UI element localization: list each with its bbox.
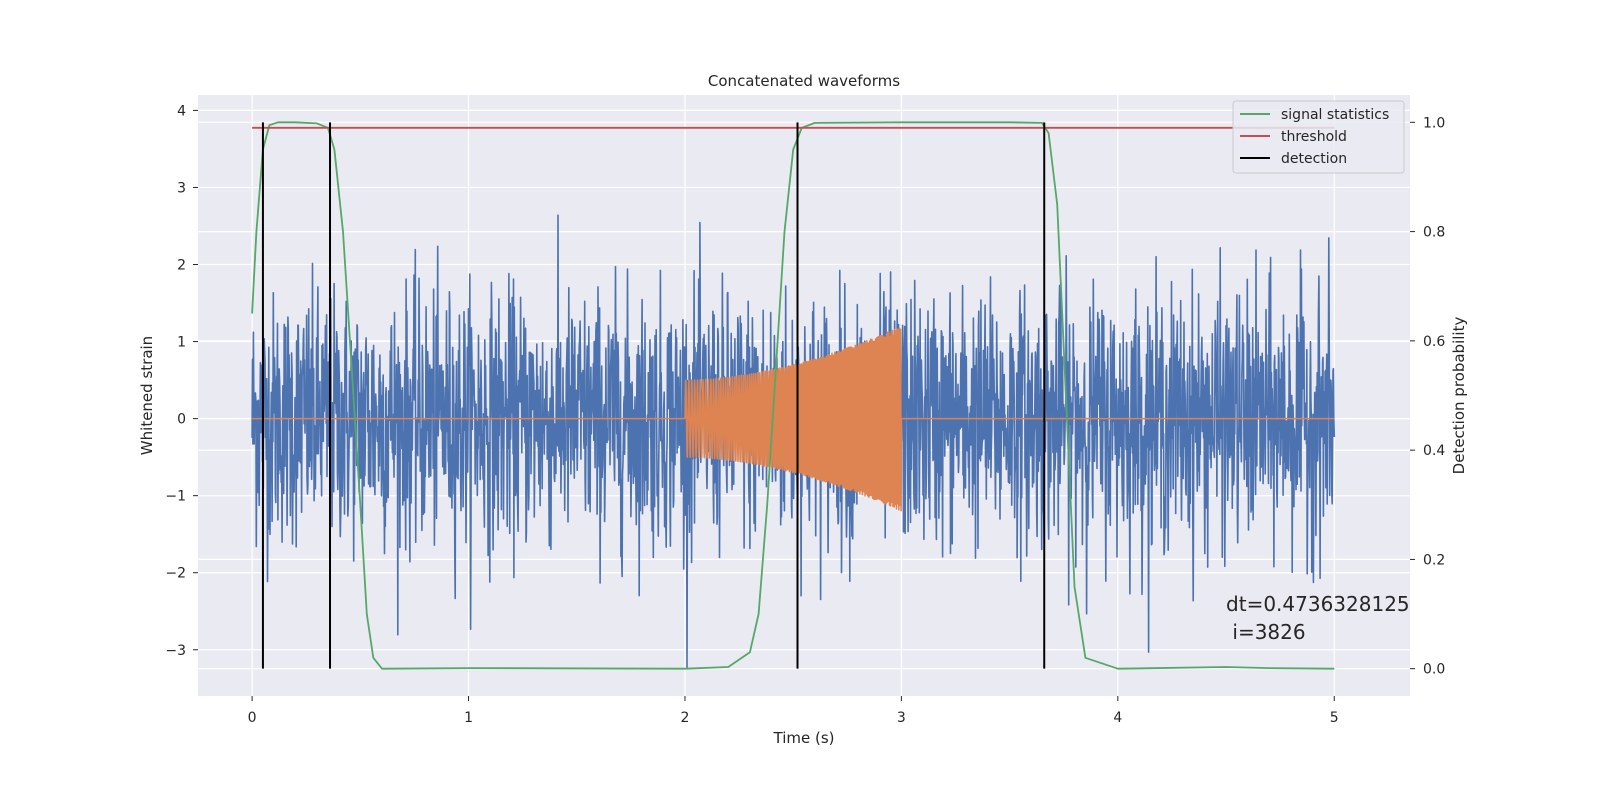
y-tick-label: 2 [177, 258, 186, 274]
y-axis-label: Whitened strain [138, 336, 156, 455]
annotation: dt=0.4736328125 i=3826 [1226, 592, 1410, 644]
y2-tick-label: 0.2 [1423, 552, 1445, 568]
chart-title: Concatenated waveforms [708, 72, 900, 90]
y-tick-label: 1 [177, 335, 186, 351]
y2-tick-label: 0.4 [1423, 443, 1445, 459]
legend-label: signal statistics [1281, 107, 1389, 123]
series-signal-statistics [251, 121, 1335, 670]
x-tick-label: 5 [1330, 710, 1339, 726]
series-layer [251, 121, 1336, 670]
axes-layer: 0 1 2 3 4 5 −3 −2 −1 0 1 2 3 4 0.0 0.2 0.4 0.6 0.8 1.0 [165, 103, 1445, 726]
x-tick-label: 4 [1113, 710, 1122, 726]
y2-tick-label: 0.0 [1423, 662, 1445, 678]
x-axis-label: Time (s) [773, 729, 835, 747]
y2-axis-label: Detection probability [1450, 317, 1468, 475]
y-tick-label: −1 [165, 489, 186, 505]
annotation-dt: dt=0.4736328125 [1226, 592, 1410, 616]
x-tick-label: 2 [681, 710, 690, 726]
x-tick-label: 1 [464, 710, 473, 726]
y2-tick-label: 0.8 [1423, 225, 1445, 241]
y-tick-label: 3 [177, 180, 186, 196]
x-tick-label: 3 [897, 710, 906, 726]
legend-box [1232, 100, 1405, 174]
annotation-index: i=3826 [1226, 620, 1306, 644]
y-tick-label: −2 [165, 566, 186, 582]
y2-tick-label: 0.6 [1423, 334, 1445, 350]
series-injected-signal [252, 327, 1335, 512]
legend: signal statistics threshold detection [1232, 100, 1405, 174]
legend-label: detection [1281, 151, 1347, 167]
y-tick-label: −3 [165, 643, 186, 659]
y2-tick-label: 1.0 [1423, 115, 1445, 131]
y-tick-label: 4 [177, 103, 186, 119]
y-tick-label: 0 [177, 412, 186, 428]
x-tick-label: 0 [248, 710, 257, 726]
legend-label: threshold [1281, 129, 1347, 145]
